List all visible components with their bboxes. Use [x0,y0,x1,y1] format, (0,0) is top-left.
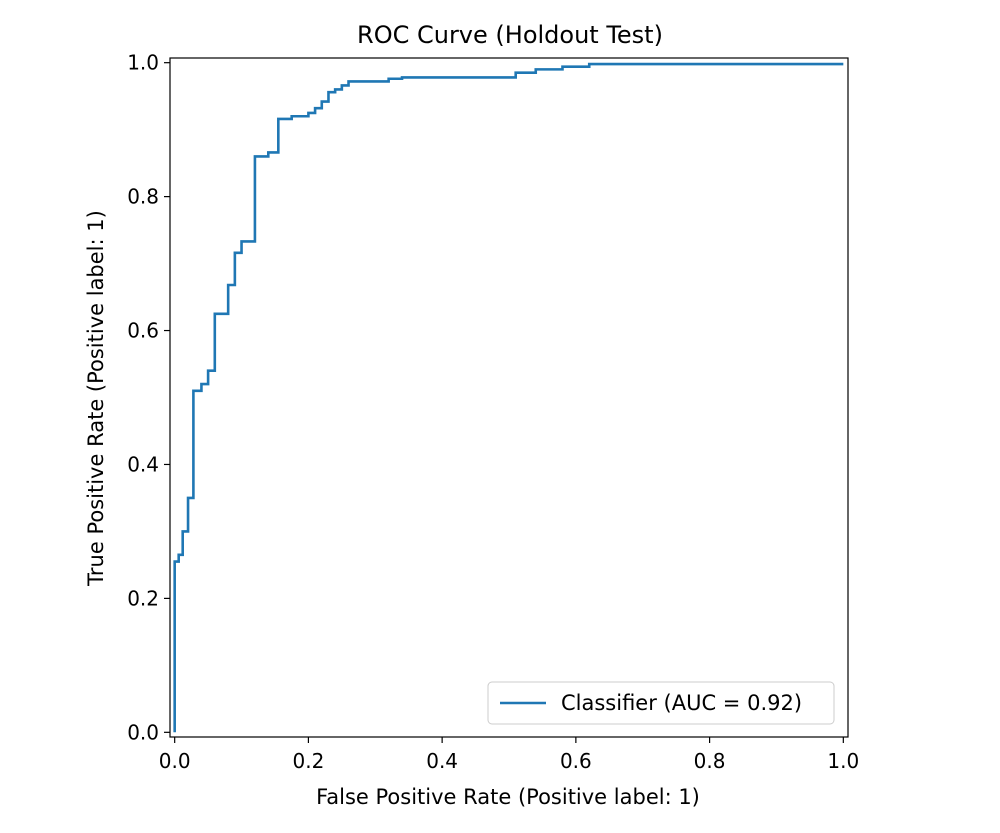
x-tick-label: 0.4 [426,749,458,773]
x-tick-label: 1.0 [827,749,859,773]
x-tick-label: 0.2 [293,749,325,773]
x-tick-label: 0.8 [694,749,726,773]
y-tick-label: 0.6 [127,319,159,343]
chart-title: ROC Curve (Holdout Test) [357,21,663,49]
axes-frame [169,57,849,738]
legend-label: Classifier (AUC = 0.92) [561,691,802,715]
y-tick-label: 0.0 [127,720,159,744]
y-tick-label: 0.4 [127,452,159,476]
y-tick-label: 0.8 [127,185,159,209]
y-tick-label: 0.2 [127,586,159,610]
plot-area [169,57,849,738]
legend: Classifier (AUC = 0.92) [487,681,835,725]
x-axis-title: False Positive Rate (Positive label: 1) [316,785,700,809]
axis-ticks: 0.0 0.2 0.4 0.6 0.8 1.0 0.0 0.2 0.4 0.6 0.8 1.0 [127,51,859,773]
series-line-0 [173,62,844,733]
y-axis-title: True Positive Rate (Positive label: 1) [84,210,108,587]
x-tick-label: 0.0 [159,749,191,773]
legend-box [487,681,835,725]
x-tick-label: 0.6 [560,749,592,773]
y-tick-label: 1.0 [127,51,159,75]
